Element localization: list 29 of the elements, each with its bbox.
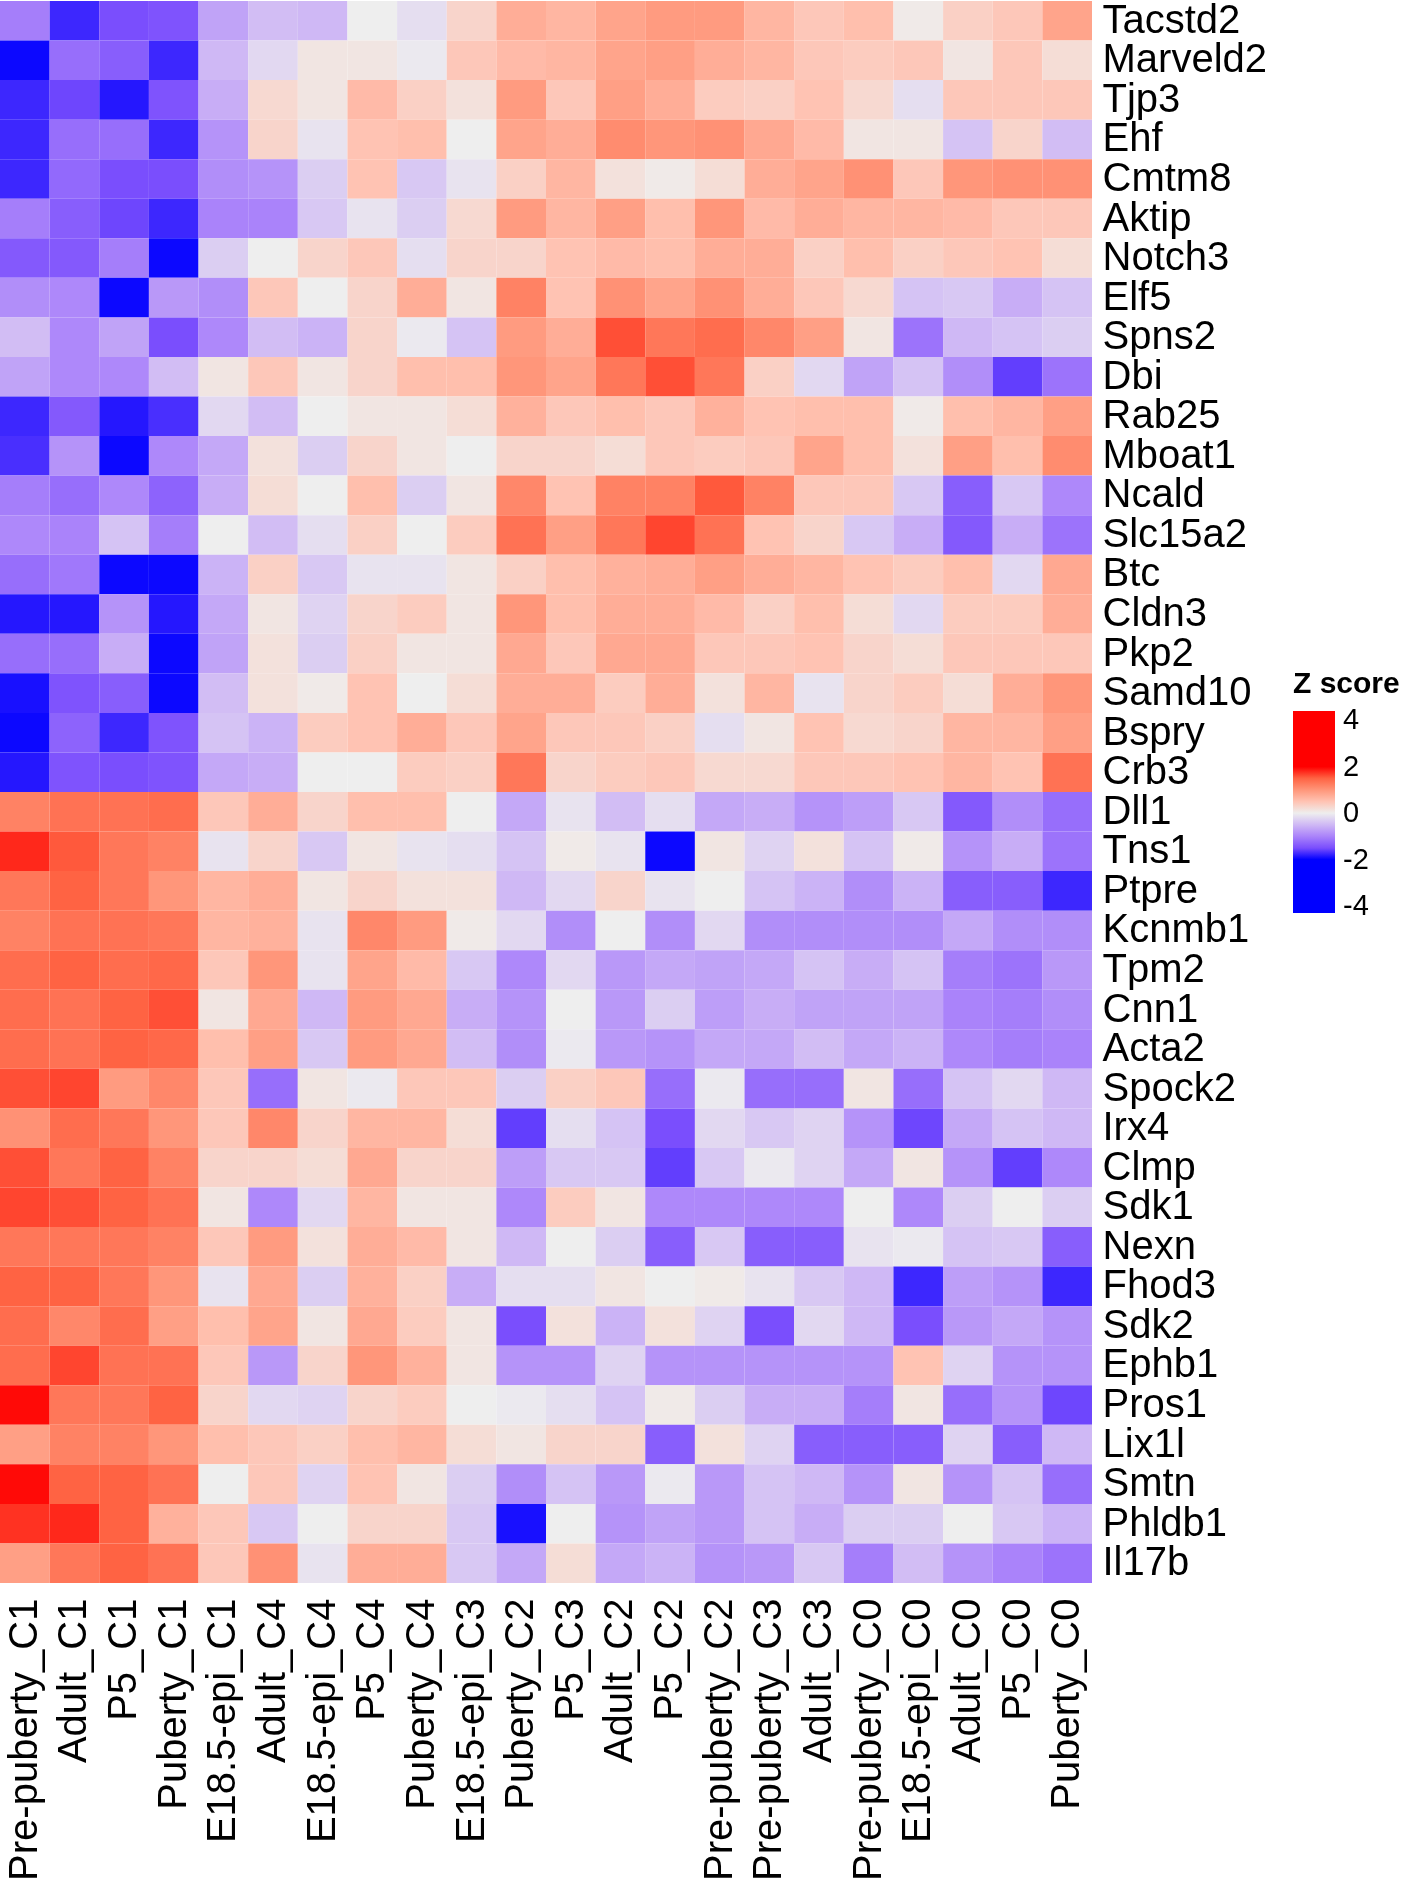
x-tick-label: Pre-puberty_C3 (745, 1598, 790, 1881)
x-tick-label: Adult_C2 (596, 1598, 641, 1764)
x-tick-label: P5_C0 (993, 1598, 1038, 1721)
x-tick-label: Pre-puberty_C0 (844, 1598, 889, 1881)
x-tick-label: Pre-puberty_C2 (695, 1598, 740, 1881)
x-tick-label: P5_C1 (100, 1598, 145, 1721)
x-tick-label: E18.5-epi_C4 (298, 1598, 343, 1844)
x-tick-label: Puberty_C4 (397, 1598, 442, 1810)
x-tick-label: P5_C3 (546, 1598, 591, 1721)
x-tick-label: Puberty_C2 (497, 1598, 542, 1810)
x-tick-label: P5_C4 (348, 1598, 393, 1721)
color-bar-label: 0 (1343, 796, 1360, 829)
x-tick-label: E18.5-epi_C1 (199, 1598, 244, 1844)
x-tick-label: Adult_C1 (50, 1598, 95, 1764)
color-bar-label: 2 (1343, 749, 1360, 782)
x-tick-label: E18.5-epi_C0 (894, 1598, 939, 1844)
x-tick-label: Pre-puberty_C1 (0, 1598, 45, 1881)
color-bar-label: 4 (1343, 703, 1360, 736)
y-tick-label: Clmp (1102, 1143, 1196, 1188)
color-bar-title: Z score (1293, 666, 1400, 699)
x-tick-label: P5_C2 (646, 1598, 691, 1721)
x-tick-label: Puberty_C1 (149, 1598, 194, 1810)
x-tick-label: Adult_C0 (943, 1598, 988, 1764)
x-tick-label: Adult_C3 (795, 1598, 839, 1764)
x-tick-label: E18.5-epi_C3 (447, 1598, 492, 1844)
x-tick-label: Puberty_C0 (1043, 1598, 1088, 1810)
color-bar-label: -2 (1343, 842, 1369, 875)
color-bar-label: -4 (1343, 889, 1369, 922)
x-tick-label: Adult_C4 (249, 1598, 293, 1764)
